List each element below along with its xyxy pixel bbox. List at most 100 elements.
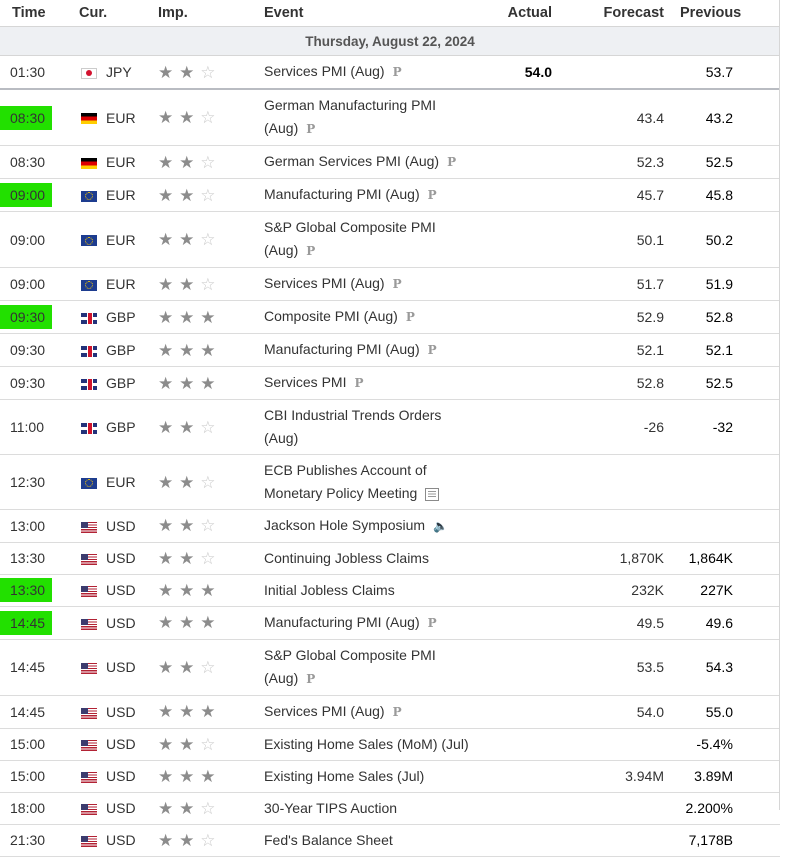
event-name[interactable]: Services PMI (Aug) P (264, 267, 490, 301)
col-header-forecast[interactable]: Forecast (580, 0, 680, 27)
event-forecast: 49.5 (580, 606, 680, 640)
time-text: 15:00 (10, 736, 46, 753)
event-name[interactable]: CBI Industrial Trends Orders (Aug) (264, 399, 490, 455)
highlighted-time: 13:30 (0, 578, 53, 603)
col-header-importance[interactable]: Imp. (158, 0, 264, 27)
table-row[interactable]: 09:30 GBP ★ ★ ★ Composite PMI (Aug) P 52.9 52.… (0, 300, 780, 334)
event-actual (490, 509, 580, 543)
table-row[interactable]: 08:30 EUR ★ ★ ☆ German Manufacturing PMI (Au… (0, 89, 780, 146)
event-title[interactable]: Manufacturing PMI (Aug) (264, 341, 420, 357)
event-time: 14:45 (0, 639, 79, 696)
preliminary-icon: P (306, 122, 316, 136)
star-filled-icon: ★ (179, 702, 196, 722)
event-name[interactable]: Existing Home Sales (Jul) (264, 760, 490, 793)
col-header-currency[interactable]: Cur. (79, 0, 158, 27)
col-header-time[interactable]: Time (0, 0, 79, 27)
event-actual (490, 145, 580, 179)
table-row[interactable]: 18:00 USD ★ ★ ☆ 30-Year TIPS Auction 2.200% (0, 792, 780, 825)
time-text: 13:30 (10, 550, 46, 567)
table-row[interactable]: 15:00 USD ★ ★ ☆ Existing Home Sales (MoM) (… (0, 728, 780, 761)
table-row[interactable]: 13:30 USD ★ ★ ☆ Continuing Jobless Claims 1,… (0, 542, 780, 575)
table-row[interactable]: 11:00 GBP ★ ★ ☆ CBI Industrial Trends Order… (0, 399, 780, 455)
event-title[interactable]: Composite PMI (Aug) (264, 308, 398, 324)
event-title[interactable]: ECB Publishes Account of (264, 462, 427, 478)
table-row[interactable]: 14:45 USD ★ ★ ☆ S&P Global Composite PMI (Au… (0, 639, 780, 696)
event-title[interactable]: Manufacturing PMI (Aug) (264, 186, 420, 202)
event-title[interactable]: S&P Global Composite PMI (264, 219, 436, 235)
col-header-previous[interactable]: Previous (680, 0, 780, 27)
event-title[interactable]: German Services PMI (Aug) (264, 153, 440, 169)
event-title-continued[interactable]: Monetary Policy Meeting (264, 485, 418, 501)
event-time: 15:00 (0, 728, 79, 761)
event-previous (680, 509, 780, 543)
col-header-actual[interactable]: Actual (490, 0, 580, 27)
event-title[interactable]: Manufacturing PMI (Aug) (264, 613, 420, 630)
event-title-continued[interactable]: (Aug) (264, 430, 299, 446)
event-title[interactable]: Services PMI (Aug) (264, 63, 385, 79)
table-row[interactable]: 08:30 EUR ★ ★ ☆ German Services PMI (Aug) P 5… (0, 145, 780, 179)
event-currency: EUR (79, 145, 158, 179)
event-name[interactable]: Services PMI (Aug) P (264, 695, 490, 729)
event-name[interactable]: German Services PMI (Aug) P (264, 145, 490, 179)
event-actual (490, 366, 580, 400)
event-name[interactable]: Services PMI (Aug) P (264, 55, 490, 90)
event-title[interactable]: CBI Industrial Trends Orders (264, 407, 442, 423)
event-title[interactable]: Jackson Hole Symposium (264, 517, 426, 533)
event-forecast: 51.7 (580, 267, 680, 301)
event-title-continued[interactable]: (Aug) (264, 120, 299, 136)
event-currency: EUR (79, 267, 158, 301)
event-title-continued[interactable]: (Aug) (264, 242, 299, 258)
event-title[interactable]: Services PMI (Aug) (264, 275, 385, 291)
table-row[interactable]: 13:00 USD ★ ★ ☆ Jackson Hole Symposium 🔈 (0, 509, 780, 543)
table-row[interactable]: 12:30 EUR ★ ★ ☆ ECB Publishes Account of Mon… (0, 454, 780, 510)
event-title[interactable]: German Manufacturing PMI (264, 97, 436, 113)
event-name[interactable]: Existing Home Sales (MoM) (Jul) (264, 728, 490, 761)
event-title[interactable]: S&P Global Composite PMI (264, 646, 436, 663)
table-row[interactable]: 15:00 USD ★ ★ ★ Existing Home Sales (Jul) 3.… (0, 760, 780, 793)
event-name[interactable]: Composite PMI (Aug) P (264, 300, 490, 334)
event-name[interactable]: S&P Global Composite PMI (Aug) P (264, 639, 490, 696)
event-title[interactable]: Existing Home Sales (Jul) (264, 767, 425, 784)
table-row[interactable]: 09:00 EUR ★ ★ ☆ Services PMI (Aug) P 51.7 51.9 (0, 267, 780, 301)
event-actual (490, 89, 580, 146)
event-name[interactable]: Jackson Hole Symposium 🔈 (264, 509, 490, 543)
event-time: 18:00 (0, 792, 79, 825)
table-row[interactable]: 14:45 USD ★ ★ ★ Services PMI (Aug) P 54.0 55.0 (0, 695, 780, 729)
event-name[interactable]: ECB Publishes Account of Monetary Policy … (264, 454, 490, 510)
event-title[interactable]: Fed's Balance Sheet (264, 831, 393, 848)
event-title[interactable]: Existing Home Sales (MoM) (Jul) (264, 735, 469, 752)
table-row[interactable]: 09:30 GBP ★ ★ ★ Services PMI P 52.8 52.5 (0, 366, 780, 400)
event-importance: ★ ★ ☆ (158, 89, 264, 146)
event-name[interactable]: Fed's Balance Sheet (264, 824, 490, 857)
event-title[interactable]: Initial Jobless Claims (264, 581, 395, 598)
event-title[interactable]: Services PMI (Aug) (264, 702, 385, 719)
event-name[interactable]: S&P Global Composite PMI (Aug) P (264, 211, 490, 268)
event-name[interactable]: Manufacturing PMI (Aug) P (264, 333, 490, 367)
table-row[interactable]: 09:00 EUR ★ ★ ☆ Manufacturing PMI (Aug) P 45.… (0, 178, 780, 212)
table-row[interactable]: 14:45 USD ★ ★ ★ Manufacturing PMI (Aug) P 49.… (0, 606, 780, 640)
col-header-event[interactable]: Event (264, 0, 490, 27)
event-previous: 49.6 (680, 606, 780, 640)
table-row[interactable]: 21:30 USD ★ ★ ☆ Fed's Balance Sheet 7,178B (0, 824, 780, 857)
table-row[interactable]: 09:00 EUR ★ ★ ☆ S&P Global Composite PMI (Au… (0, 211, 780, 268)
table-row[interactable]: 13:30 USD ★ ★ ★ Initial Jobless Claims 232K 2… (0, 574, 780, 607)
gb-flag-icon (81, 345, 97, 357)
event-title[interactable]: Services PMI (264, 374, 347, 390)
currency-code: EUR (106, 474, 136, 490)
star-filled-icon: ★ (158, 613, 175, 633)
table-row[interactable]: 09:30 GBP ★ ★ ★ Manufacturing PMI (Aug) P 52.… (0, 333, 780, 367)
event-title[interactable]: 30-Year TIPS Auction (264, 799, 398, 816)
event-name[interactable]: Manufacturing PMI (Aug) P (264, 178, 490, 212)
event-name[interactable]: German Manufacturing PMI (Aug) P (264, 89, 490, 146)
event-name[interactable]: Continuing Jobless Claims (264, 542, 490, 575)
event-name[interactable]: Manufacturing PMI (Aug) P (264, 606, 490, 640)
event-importance: ★ ★ ☆ (158, 509, 264, 543)
event-name[interactable]: Services PMI P (264, 366, 490, 400)
star-filled-icon: ★ (179, 62, 196, 82)
event-title-continued[interactable]: (Aug) (264, 669, 299, 686)
event-name[interactable]: Initial Jobless Claims (264, 574, 490, 607)
event-name[interactable]: 30-Year TIPS Auction (264, 792, 490, 825)
table-row[interactable]: 01:30 JPY ★ ★ ☆ Services PMI (Aug) P 54.0 53.7 (0, 55, 780, 90)
star-filled-icon: ★ (179, 274, 196, 294)
event-title[interactable]: Continuing Jobless Claims (264, 549, 429, 566)
